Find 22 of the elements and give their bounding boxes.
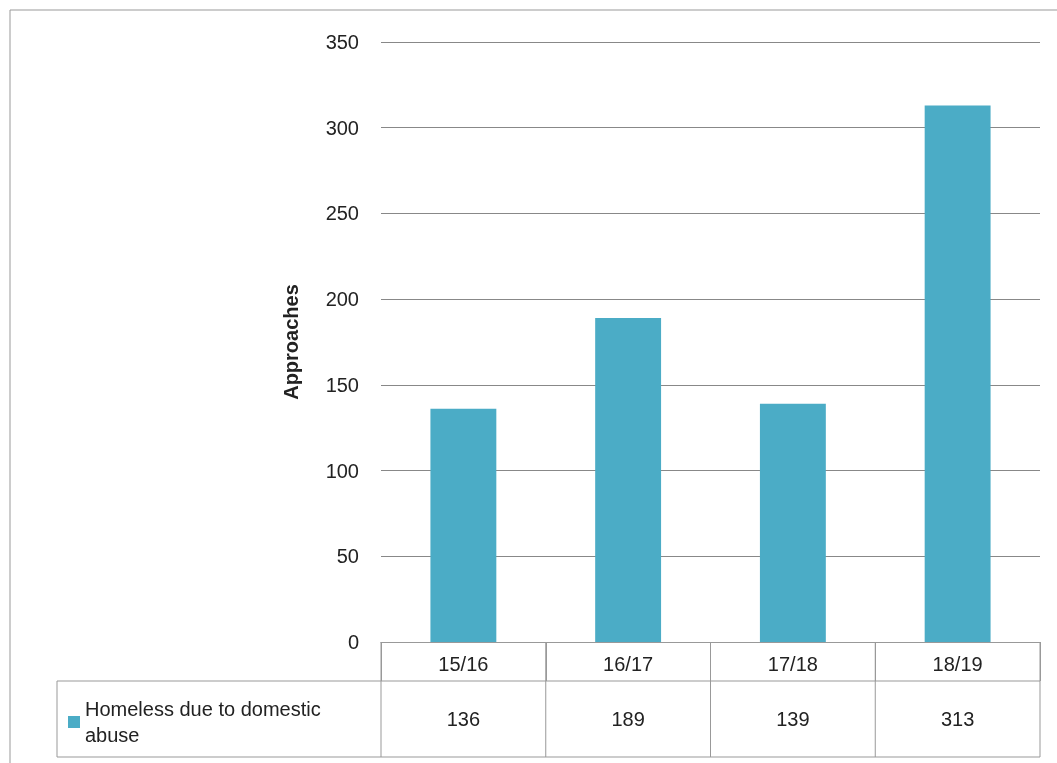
bar: [924, 105, 991, 642]
bar: [430, 408, 497, 642]
data-label: 139: [776, 708, 810, 730]
y-tick-label: 150: [325, 373, 359, 396]
x-tick-label: 18/19: [932, 653, 983, 675]
data-label: 313: [940, 708, 975, 730]
legend-label: Homeless due to domestic abuse: [85, 698, 327, 746]
y-tick-label: 300: [325, 116, 359, 139]
y-tick-label: 50: [336, 545, 359, 568]
y-tick-label: 0: [347, 631, 359, 653]
x-tick-label: 17/18: [767, 653, 818, 675]
x-tick-label: 15/16: [438, 653, 489, 675]
bar: [759, 403, 826, 642]
data-label: 136: [446, 708, 481, 730]
y-tick-label: 200: [325, 288, 359, 311]
y-tick-label: 100: [325, 459, 359, 482]
x-tick-label: 16/17: [603, 653, 654, 675]
data-label: 189: [611, 708, 645, 730]
bar: [595, 318, 662, 642]
y-axis-title: Approaches: [280, 284, 302, 400]
y-tick-label: 250: [325, 202, 359, 225]
y-tick-label: 350: [325, 31, 359, 53]
